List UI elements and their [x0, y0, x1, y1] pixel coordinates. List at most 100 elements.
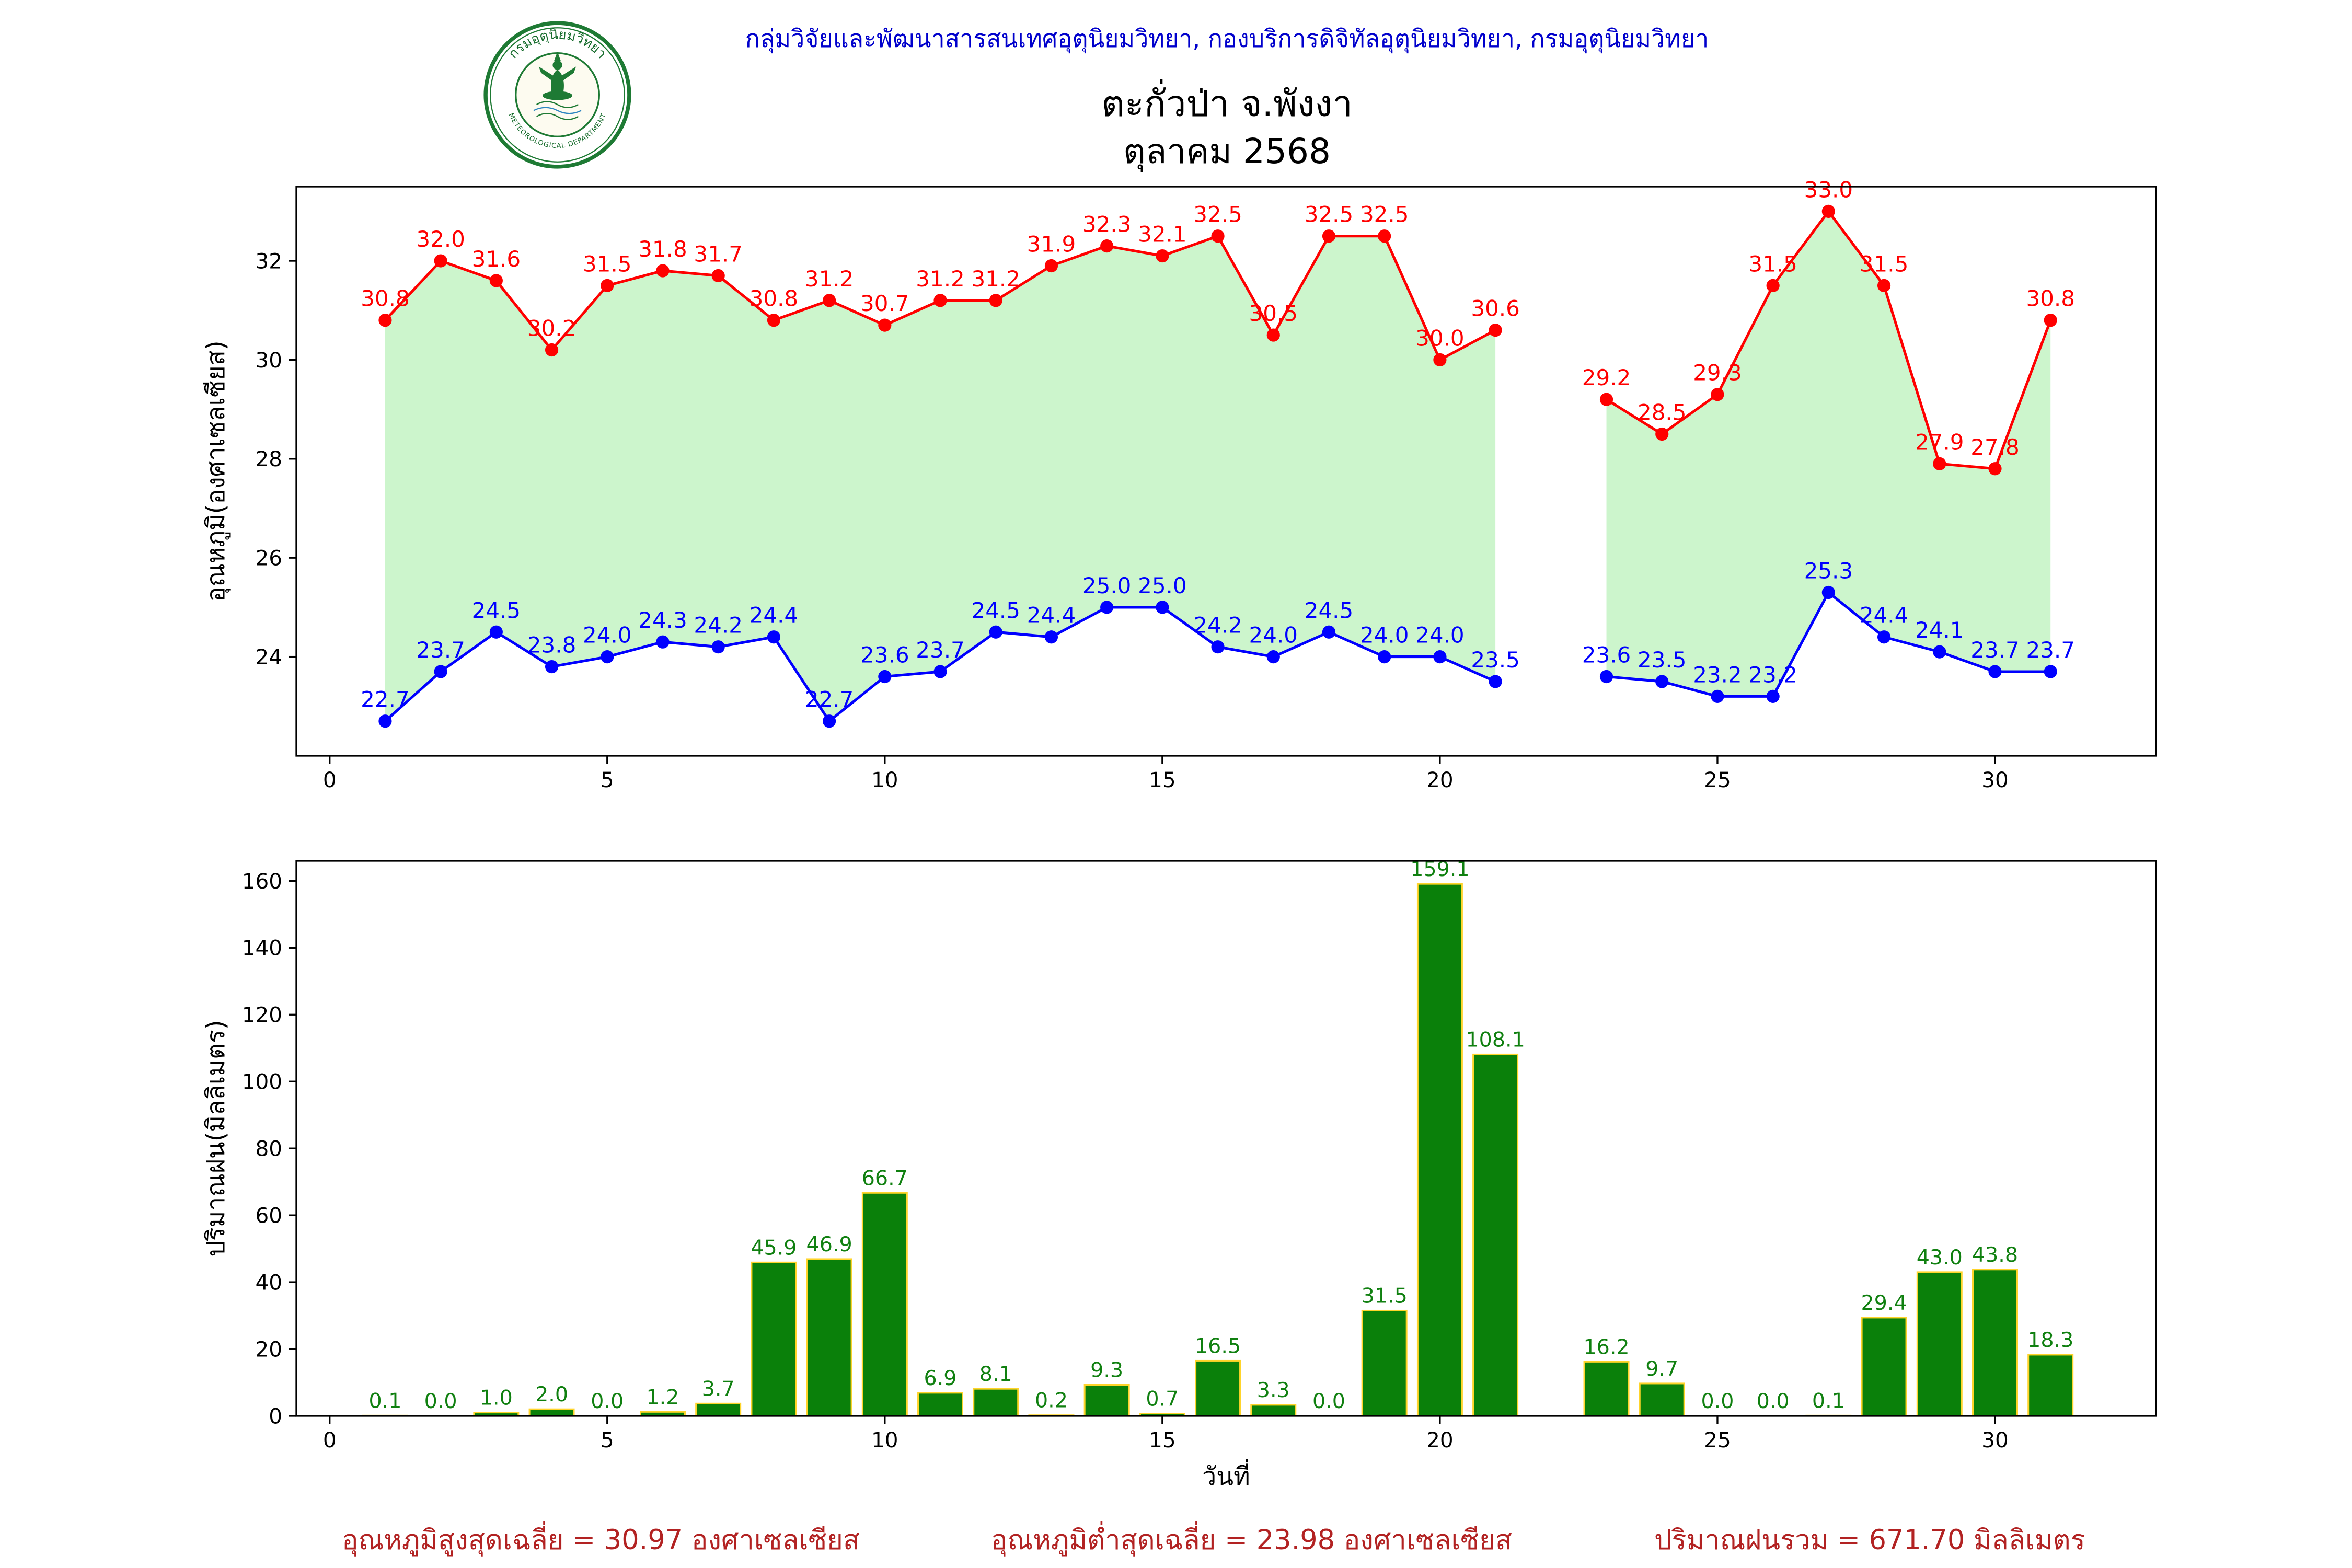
- max_temperature-point: [933, 294, 947, 307]
- max_temperature-point: [1433, 353, 1447, 367]
- met-department-logo-icon: กรมอุตุนิยมวิทยา METEOROLOGICAL DEPARTME…: [483, 21, 631, 169]
- rainfall-label: 16.5: [1195, 1334, 1241, 1358]
- min_temperature-point: [711, 640, 725, 654]
- rainfall-bar: [861, 1192, 908, 1417]
- max_temperature-label: 31.8: [638, 236, 687, 262]
- summary-footer: อุณหภูมิสูงสุดเฉลี่ย = 30.97 องศาเซลเซีย…: [0, 1518, 2352, 1565]
- max_temperature-label: 31.5: [583, 251, 632, 276]
- max_temperature-point: [1877, 279, 1891, 292]
- rainfall-label: 0.1: [1812, 1389, 1845, 1413]
- x-tick-label: 15: [1149, 1427, 1176, 1452]
- y-tick-label: 0: [269, 1403, 282, 1428]
- min_temperature-point: [1599, 670, 1613, 684]
- max_temperature-label: 31.2: [916, 266, 965, 292]
- max_temperature-point: [1933, 457, 1946, 470]
- max_temperature-label: 32.5: [1305, 202, 1354, 227]
- min_temperature-point: [1821, 585, 1835, 599]
- rainfall-bar: [1361, 1309, 1408, 1417]
- min_temperature-label: 23.5: [1471, 647, 1520, 673]
- max_temperature-point: [1322, 229, 1336, 243]
- min_temperature-point: [2044, 665, 2057, 678]
- min_temperature-point: [878, 670, 892, 684]
- y-tick-label: 80: [255, 1136, 282, 1161]
- max_temperature-label: 30.8: [361, 286, 410, 312]
- max_temperature-label: 31.2: [971, 266, 1020, 292]
- min_temperature-label: 24.4: [1860, 603, 1909, 628]
- max_temperature-label: 32.5: [1193, 202, 1242, 227]
- x-tick-label: 30: [1981, 767, 2009, 792]
- min_temperature-point: [1877, 630, 1891, 644]
- min_temperature-label: 24.2: [1193, 613, 1242, 638]
- rainfall-bar: [1861, 1317, 1907, 1417]
- temperature-chart: 30.832.031.630.231.531.8 31.730.831.230.7…: [201, 177, 2157, 792]
- min_temperature-label: 25.0: [1082, 573, 1132, 598]
- max_temperature-point: [1655, 427, 1669, 441]
- min_temperature-label: 22.7: [361, 687, 410, 712]
- min_temperature-label: 23.7: [416, 637, 465, 663]
- deity-figure-icon: [533, 51, 582, 120]
- x-tick-label: 10: [871, 767, 898, 792]
- min_temperature-point: [434, 665, 447, 678]
- max_temperature-point: [1711, 388, 1724, 401]
- min_temperature-point: [601, 650, 614, 664]
- y-tick-label: 140: [242, 936, 282, 961]
- y-axis-label: ปริมาณฝน(มิลลิเมตร): [201, 1020, 230, 1256]
- min_temperature-label: 23.7: [1970, 637, 2020, 663]
- rainfall-label: 0.0: [1701, 1389, 1734, 1413]
- rainfall-label: 108.1: [1466, 1028, 1525, 1052]
- y-tick-label: 40: [255, 1270, 282, 1295]
- min_temperature-label: 24.3: [638, 607, 687, 633]
- max_temperature-label: 31.9: [1027, 232, 1076, 257]
- rainfall-bar: [917, 1392, 964, 1417]
- month-title: ตุลาคม 2568: [1123, 133, 1331, 172]
- min_temperature-label: 23.5: [1638, 647, 1687, 673]
- x-tick-label: 20: [1426, 1427, 1454, 1452]
- y-tick-label: 60: [255, 1203, 282, 1228]
- min_temperature-label: 23.8: [527, 632, 577, 658]
- min_temperature-label: 23.2: [1693, 662, 1742, 687]
- rainfall-label: 16.2: [1583, 1335, 1629, 1359]
- rainfall-label: 43.8: [1972, 1243, 2018, 1267]
- min_temperature-label: 24.5: [971, 597, 1020, 623]
- max_temperature-label: 31.5: [1748, 251, 1797, 276]
- x-tick-label: 20: [1426, 767, 1454, 792]
- min_temperature-point: [767, 630, 780, 644]
- max_temperature-label: 32.1: [1138, 222, 1187, 247]
- x-tick-label: 0: [323, 1427, 337, 1452]
- max_temperature-label: 30.0: [1415, 325, 1465, 351]
- rainfall-bar: [1416, 883, 1463, 1417]
- max_temperature-label: 29.3: [1693, 360, 1742, 386]
- rainfall-label: 0.1: [368, 1389, 401, 1413]
- max_temperature-label: 30.2: [527, 315, 577, 341]
- rain-total-text: ปริมาณฝนรวม = 671.70 มิลลิเมตร: [1654, 1526, 2085, 1557]
- rainfall-bar: [1583, 1361, 1630, 1417]
- rainfall-chart: 0.1 0.0 1.0 2.0 0.0 1.2 3.7 45.9 46.9 66.7 6.9 8.1 0…: [201, 857, 2157, 1491]
- min_temperature-point: [656, 635, 670, 649]
- max_temperature-point: [1211, 229, 1225, 243]
- max_temperature-label: 31.5: [1860, 251, 1909, 276]
- rainfall-label: 9.7: [1645, 1357, 1678, 1381]
- max_temperature-point: [2044, 314, 2057, 327]
- x-axis-label: วันที่: [1202, 1459, 1250, 1491]
- max_temperature-point: [1599, 393, 1613, 406]
- max_temperature-point: [656, 264, 670, 278]
- min_temperature-point: [1489, 675, 1502, 688]
- max_temperature-label: 32.5: [1360, 202, 1409, 227]
- y-tick-label: 32: [255, 248, 282, 273]
- min_temperature-point: [1156, 601, 1169, 614]
- x-tick-label: 25: [1704, 767, 1731, 792]
- rainfall-label: 0.0: [591, 1389, 624, 1413]
- max_temperature-label: 31.2: [805, 266, 854, 292]
- rainfall-label: 46.9: [806, 1232, 852, 1256]
- max_temperature-label: 30.6: [1471, 296, 1520, 321]
- max_temperature-label: 33.0: [1804, 177, 1853, 202]
- x-tick-label: 10: [871, 1427, 898, 1452]
- max_temperature-point: [378, 314, 392, 327]
- max_temperature-point: [1044, 259, 1058, 273]
- y-tick-label: 20: [255, 1336, 282, 1362]
- temp-range-fill: [385, 236, 1496, 721]
- y-tick-label: 24: [255, 644, 282, 670]
- max_temperature-label: 32.3: [1082, 212, 1132, 237]
- min_temperature-point: [1433, 650, 1447, 664]
- max_temperature-point: [1766, 279, 1780, 292]
